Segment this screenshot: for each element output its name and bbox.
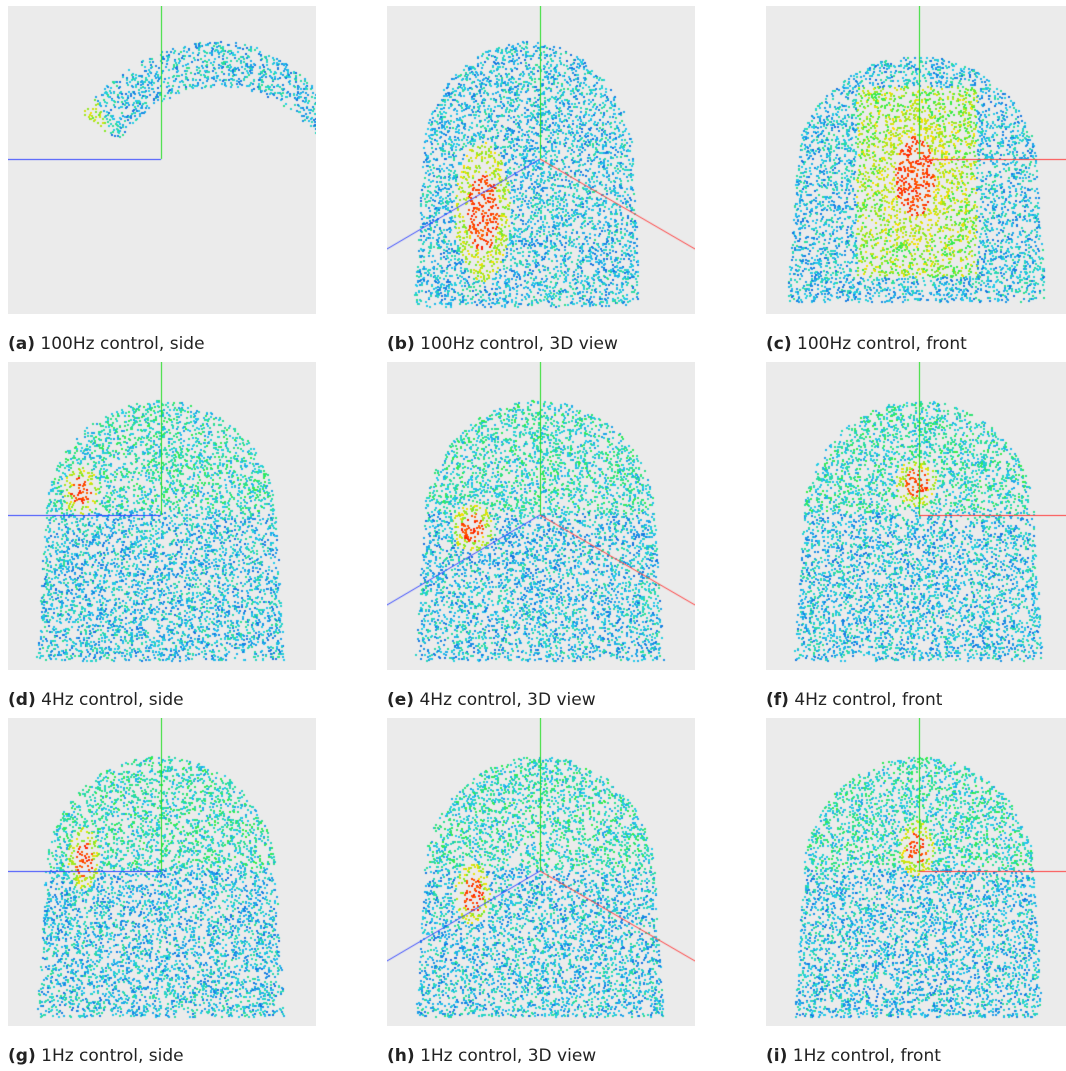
- caption-f: (f) 4Hz control, front: [766, 690, 942, 710]
- panel-c-point-cloud: [766, 6, 1066, 314]
- caption-c-text: 100Hz control, front: [797, 334, 967, 354]
- caption-i-label: (i): [766, 1046, 788, 1066]
- caption-d-label: (d): [8, 690, 36, 710]
- caption-c: (c) 100Hz control, front: [766, 334, 967, 354]
- panel-e-point-cloud: [387, 362, 695, 670]
- caption-h-text: 1Hz control, 3D view: [420, 1046, 597, 1066]
- panel-b-point-cloud: [387, 6, 695, 314]
- panel-f-point-cloud: [766, 362, 1066, 670]
- panel-h-point-cloud: [387, 718, 695, 1026]
- panel-d-point-cloud: [8, 362, 316, 670]
- caption-g: (g) 1Hz control, side: [8, 1046, 184, 1066]
- panel-g-point-cloud: [8, 718, 316, 1026]
- caption-a-text: 100Hz control, side: [40, 334, 205, 354]
- caption-a: (a) 100Hz control, side: [8, 334, 205, 354]
- point-cloud-canvas-i: [766, 718, 1066, 1026]
- point-cloud-canvas-b: [387, 6, 695, 314]
- caption-e-text: 4Hz control, 3D view: [419, 690, 596, 710]
- caption-b-label: (b): [387, 334, 415, 354]
- caption-f-text: 4Hz control, front: [794, 690, 943, 710]
- caption-g-text: 1Hz control, side: [41, 1046, 184, 1066]
- caption-c-label: (c): [766, 334, 792, 354]
- caption-b-text: 100Hz control, 3D view: [420, 334, 618, 354]
- panel-a-point-cloud: [8, 6, 316, 314]
- caption-i: (i) 1Hz control, front: [766, 1046, 941, 1066]
- caption-e-label: (e): [387, 690, 415, 710]
- caption-f-label: (f): [766, 690, 789, 710]
- caption-a-label: (a): [8, 334, 36, 354]
- caption-d: (d) 4Hz control, side: [8, 690, 184, 710]
- caption-d-text: 4Hz control, side: [41, 690, 184, 710]
- point-cloud-canvas-f: [766, 362, 1066, 670]
- caption-h-label: (h): [387, 1046, 415, 1066]
- point-cloud-canvas-a: [8, 6, 316, 314]
- point-cloud-canvas-c: [766, 6, 1066, 314]
- caption-e: (e) 4Hz control, 3D view: [387, 690, 596, 710]
- point-cloud-canvas-e: [387, 362, 695, 670]
- caption-i-text: 1Hz control, front: [792, 1046, 941, 1066]
- point-cloud-canvas-g: [8, 718, 316, 1026]
- point-cloud-canvas-d: [8, 362, 316, 670]
- caption-h: (h) 1Hz control, 3D view: [387, 1046, 596, 1066]
- panel-i-point-cloud: [766, 718, 1066, 1026]
- caption-b: (b) 100Hz control, 3D view: [387, 334, 618, 354]
- caption-g-label: (g): [8, 1046, 36, 1066]
- point-cloud-canvas-h: [387, 718, 695, 1026]
